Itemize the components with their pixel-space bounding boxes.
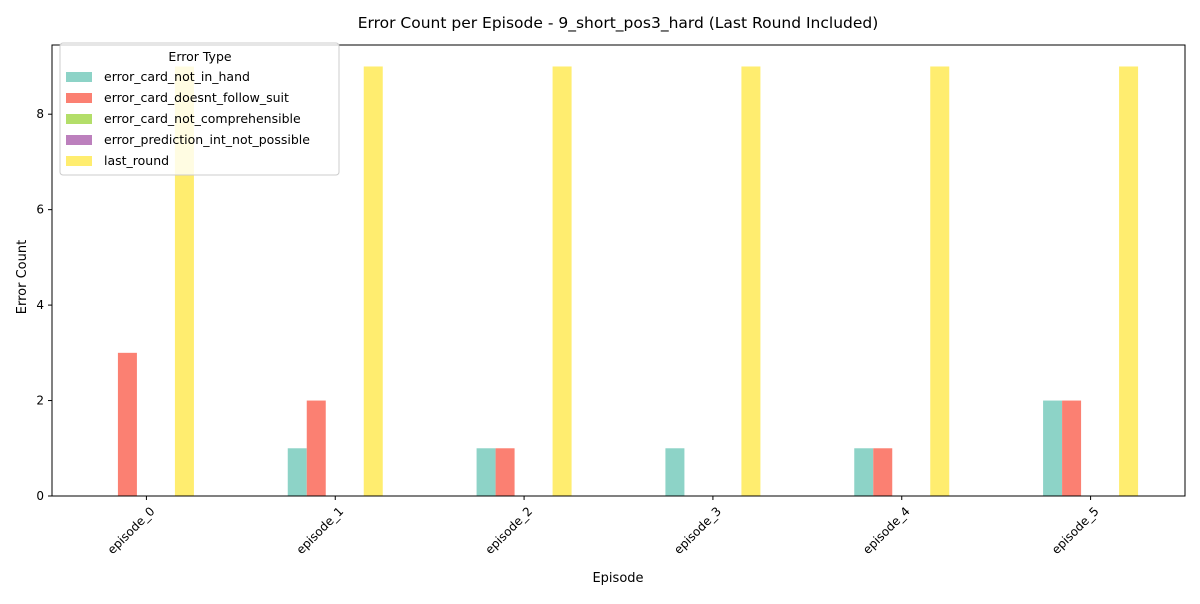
bar-error_card_not_in_hand-episode_4 [854, 448, 874, 496]
bar-last_round-episode_5 [1119, 66, 1139, 496]
bar-last_round-episode_1 [363, 66, 383, 496]
chart-title: Error Count per Episode - 9_short_pos3_h… [358, 14, 879, 33]
bar-last_round-episode_4 [930, 66, 950, 496]
bar-error_card_doesnt_follow_suit-episode_1 [306, 400, 326, 496]
legend-frame [59, 42, 340, 176]
x-tick-label: episode_0 [105, 504, 158, 557]
x-tick-label: episode_3 [671, 504, 724, 557]
bars-layer [117, 66, 1139, 496]
x-tick-label: episode_2 [482, 504, 535, 557]
bar-error_card_doesnt_follow_suit-episode_0 [117, 352, 137, 496]
x-tick-label: episode_1 [294, 504, 347, 557]
y-tick-label: 8 [36, 107, 44, 121]
y-tick-label: 4 [36, 298, 44, 312]
x-tick-label: episode_4 [860, 504, 913, 557]
legend-swatch-error_card_doesnt_follow_suit [66, 93, 92, 103]
legend-label-error_card_doesnt_follow_suit: error_card_doesnt_follow_suit [104, 90, 289, 105]
y-axis-label: Error Count [15, 240, 30, 314]
legend-items: error_card_not_in_hand error_card_doesnt_… [66, 69, 310, 168]
plot-frame [51, 44, 1186, 497]
legend-swatch-last_round [66, 156, 92, 166]
legend-swatch-error_card_not_in_hand [66, 72, 92, 82]
bar-error_card_not_in_hand-episode_5 [1043, 400, 1063, 496]
y-tick-label: 6 [36, 203, 44, 217]
axes-layer [51, 44, 1186, 497]
legend: Error Type error_card_not_in_handerror_c… [59, 42, 340, 176]
x-axis-label: Episode [592, 571, 643, 586]
bar-error_card_doesnt_follow_suit-episode_2 [495, 448, 515, 496]
legend-swatch-error_prediction_int_not_possible [66, 135, 92, 145]
legend-label-error_prediction_int_not_possible: error_prediction_int_not_possible [104, 132, 310, 147]
y-ticks: 0 2 4 6 8 [36, 107, 52, 503]
bar-last_round-episode_3 [741, 66, 761, 496]
legend-label-error_card_not_in_hand: error_card_not_in_hand [104, 69, 250, 84]
bar-error_card_doesnt_follow_suit-episode_5 [1062, 400, 1082, 496]
x-ticks: episode_0 episode_1 episode_2 episode_3 epis… [105, 496, 1102, 557]
legend-label-error_card_not_comprehensible: error_card_not_comprehensible [104, 111, 301, 126]
bar-error_card_not_in_hand-episode_2 [476, 448, 496, 496]
legend-swatch-error_card_not_comprehensible [66, 114, 92, 124]
bar-error_card_doesnt_follow_suit-episode_4 [873, 448, 893, 496]
bar-error_card_not_in_hand-episode_3 [665, 448, 685, 496]
y-tick-label: 2 [36, 394, 44, 408]
x-tick-label: episode_5 [1049, 504, 1102, 557]
y-tick-label: 0 [36, 489, 44, 503]
bar-error_card_not_in_hand-episode_1 [287, 448, 307, 496]
legend-title: Error Type [168, 49, 231, 64]
legend-label-last_round: last_round [104, 153, 169, 168]
bar-last_round-episode_2 [552, 66, 572, 496]
